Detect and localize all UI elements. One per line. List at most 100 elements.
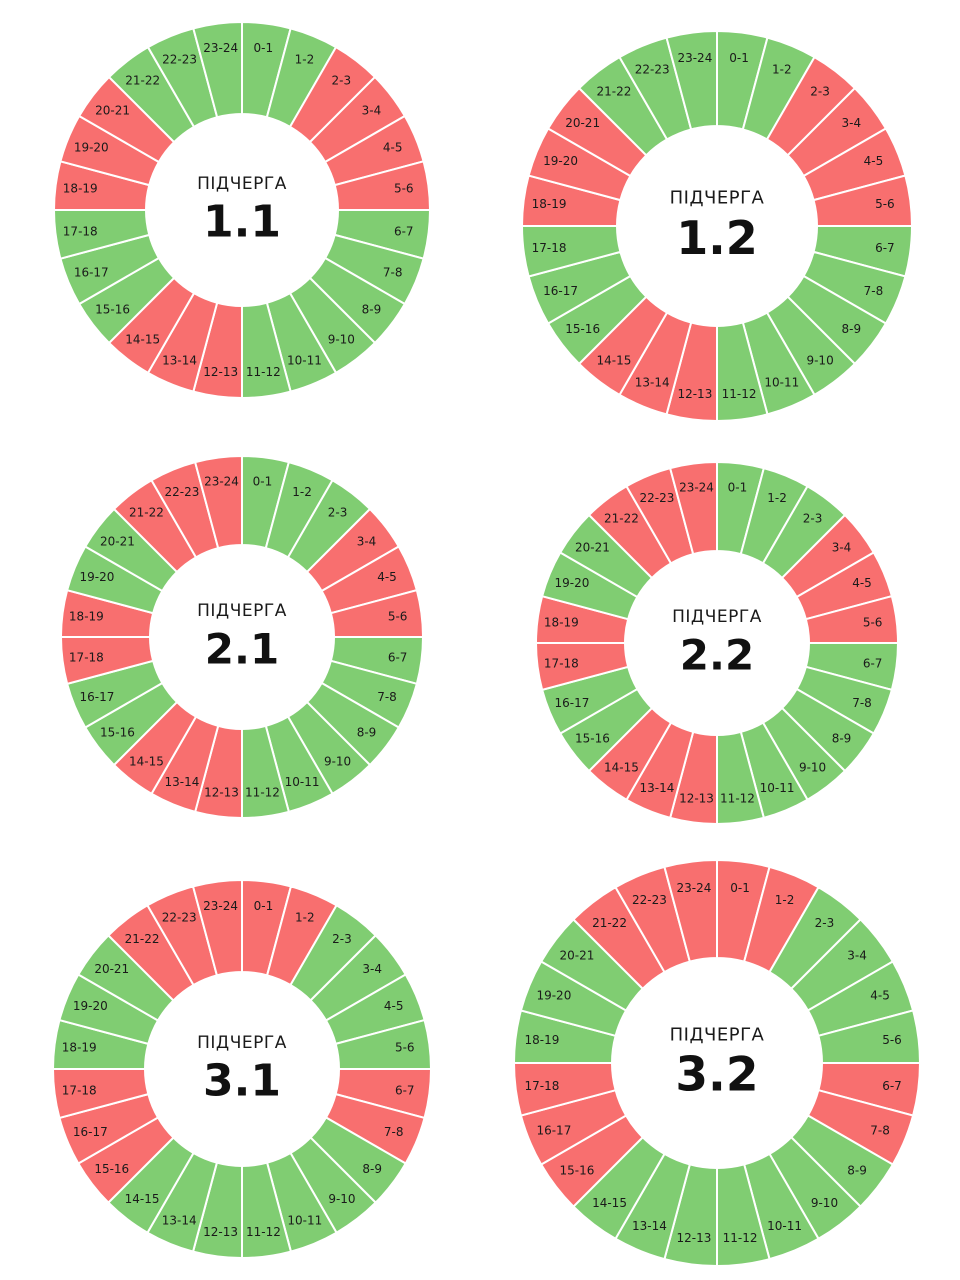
hour-label-12-13: 12-13: [677, 387, 712, 401]
hour-label-7-8: 7-8: [870, 1124, 890, 1138]
hour-label-15-16: 15-16: [100, 726, 135, 740]
hour-label-3-4: 3-4: [842, 116, 862, 130]
hour-label-15-16: 15-16: [575, 732, 610, 746]
hour-label-2-3: 2-3: [332, 932, 352, 946]
hour-label-10-11: 10-11: [767, 1219, 802, 1233]
queue-number: 3.1: [203, 1056, 281, 1107]
hour-label-3-4: 3-4: [362, 962, 382, 976]
hour-label-22-23: 22-23: [164, 485, 199, 499]
hour-label-19-20: 19-20: [80, 570, 115, 584]
hour-label-5-6: 5-6: [395, 1041, 415, 1055]
hour-label-4-5: 4-5: [870, 988, 890, 1002]
hour-label-20-21: 20-21: [565, 116, 600, 130]
hour-label-23-24: 23-24: [204, 474, 239, 488]
hour-label-10-11: 10-11: [287, 1214, 322, 1228]
hour-label-15-16: 15-16: [565, 322, 600, 336]
hour-label-14-15: 14-15: [125, 332, 160, 346]
hour-label-17-18: 17-18: [525, 1079, 560, 1093]
center-caption: ПІДЧЕРГА: [672, 607, 762, 627]
hour-label-5-6: 5-6: [863, 616, 883, 630]
hour-label-20-21: 20-21: [94, 962, 129, 976]
hour-label-3-4: 3-4: [357, 534, 377, 548]
hour-label-1-2: 1-2: [775, 893, 795, 907]
schedule-wheel-2-2: 0-1 1-2 2-3 3-4 4-5 5-6 6-7 7-8 8-9 9-10 10-11 11-1…: [534, 460, 900, 826]
hour-label-13-14: 13-14: [162, 1214, 197, 1228]
hour-label-14-15: 14-15: [592, 1196, 627, 1210]
hour-label-10-11: 10-11: [760, 781, 795, 795]
hour-label-7-8: 7-8: [864, 284, 884, 298]
hour-label-8-9: 8-9: [832, 732, 852, 746]
hour-label-7-8: 7-8: [377, 690, 397, 704]
hour-label-19-20: 19-20: [73, 999, 108, 1013]
hour-label-1-2: 1-2: [767, 491, 787, 505]
hour-label-6-7: 6-7: [882, 1079, 902, 1093]
hour-label-3-4: 3-4: [362, 104, 382, 118]
hour-label-17-18: 17-18: [62, 1083, 97, 1097]
hour-label-18-19: 18-19: [63, 182, 98, 196]
hour-label-16-17: 16-17: [74, 265, 109, 279]
hour-label-4-5: 4-5: [377, 570, 397, 584]
hour-label-20-21: 20-21: [560, 949, 595, 963]
hour-label-5-6: 5-6: [394, 182, 414, 196]
hour-label-16-17: 16-17: [80, 690, 115, 704]
queue-number: 3.2: [675, 1048, 758, 1103]
schedule-wheel-1-1: 0-1 1-2 2-3 3-4 4-5 5-6 6-7 7-8 8-9 9-10 10-11 11-1…: [52, 20, 432, 400]
hour-label-1-2: 1-2: [772, 63, 792, 77]
hour-label-19-20: 19-20: [555, 576, 590, 590]
hour-label-9-10: 9-10: [811, 1196, 838, 1210]
hour-label-6-7: 6-7: [394, 224, 414, 238]
hour-label-8-9: 8-9: [847, 1163, 867, 1177]
schedule-wheel-3-1: 0-1 1-2 2-3 3-4 4-5 5-6 6-7 7-8 8-9 9-10 10-11 11-1…: [51, 878, 433, 1260]
hour-label-16-17: 16-17: [536, 1124, 571, 1138]
hour-label-2-3: 2-3: [815, 916, 835, 930]
hour-label-16-17: 16-17: [555, 696, 590, 710]
hour-label-8-9: 8-9: [842, 322, 862, 336]
hour-label-13-14: 13-14: [162, 354, 197, 368]
hour-label-17-18: 17-18: [63, 224, 98, 238]
schedule-wheel-2-1: 0-1 1-2 2-3 3-4 4-5 5-6 6-7 7-8 8-9 9-10 10-11 11-1…: [59, 454, 425, 820]
hour-label-12-13: 12-13: [203, 365, 238, 379]
hour-label-12-13: 12-13: [677, 1231, 712, 1245]
hour-label-18-19: 18-19: [544, 616, 579, 630]
center-caption: ПІДЧЕРГА: [670, 188, 765, 209]
hour-label-14-15: 14-15: [125, 1192, 160, 1206]
hour-label-4-5: 4-5: [864, 154, 884, 168]
hour-label-2-3: 2-3: [328, 505, 348, 519]
queue-number: 1.1: [203, 197, 281, 248]
hour-label-5-6: 5-6: [875, 197, 895, 211]
hour-label-18-19: 18-19: [532, 197, 567, 211]
schedule-wheel-svg: 0-1 1-2 2-3 3-4 4-5 5-6 6-7 7-8 8-9 9-10 10-11 11-1…: [534, 460, 900, 826]
queue-number: 1.2: [676, 211, 758, 265]
hour-label-13-14: 13-14: [639, 781, 674, 795]
hour-label-12-13: 12-13: [204, 786, 239, 800]
hour-label-18-19: 18-19: [525, 1033, 560, 1047]
hour-label-23-24: 23-24: [679, 480, 714, 494]
schedule-wheel-1-2: 0-1 1-2 2-3 3-4 4-5 5-6 6-7 7-8 8-9 9-10 10-11 11-1…: [520, 29, 914, 423]
queue-number: 2.2: [680, 631, 754, 680]
queue-number: 2.1: [205, 625, 279, 674]
hour-label-2-3: 2-3: [810, 85, 830, 99]
schedule-wheel-svg: 0-1 1-2 2-3 3-4 4-5 5-6 6-7 7-8 8-9 9-10 10-11 11-1…: [51, 878, 433, 1260]
hour-label-1-2: 1-2: [295, 52, 315, 66]
hour-label-0-1: 0-1: [253, 474, 273, 488]
hour-label-9-10: 9-10: [806, 353, 833, 367]
hour-label-14-15: 14-15: [604, 761, 639, 775]
hour-label-21-22: 21-22: [592, 916, 627, 930]
hour-label-11-12: 11-12: [246, 1225, 281, 1239]
hour-label-16-17: 16-17: [73, 1125, 108, 1139]
hour-label-7-8: 7-8: [852, 696, 872, 710]
hour-label-21-22: 21-22: [596, 85, 631, 99]
hour-label-20-21: 20-21: [95, 104, 130, 118]
hour-label-23-24: 23-24: [677, 881, 712, 895]
hour-label-1-2: 1-2: [292, 485, 312, 499]
center-disc: [146, 973, 338, 1165]
hour-label-14-15: 14-15: [129, 755, 164, 769]
hour-label-21-22: 21-22: [125, 932, 160, 946]
hour-label-0-1: 0-1: [253, 41, 273, 55]
hour-label-12-13: 12-13: [679, 792, 714, 806]
hour-label-22-23: 22-23: [632, 893, 667, 907]
hour-label-6-7: 6-7: [875, 241, 895, 255]
hour-label-10-11: 10-11: [285, 775, 320, 789]
hour-label-7-8: 7-8: [383, 265, 403, 279]
center-disc: [147, 115, 337, 305]
